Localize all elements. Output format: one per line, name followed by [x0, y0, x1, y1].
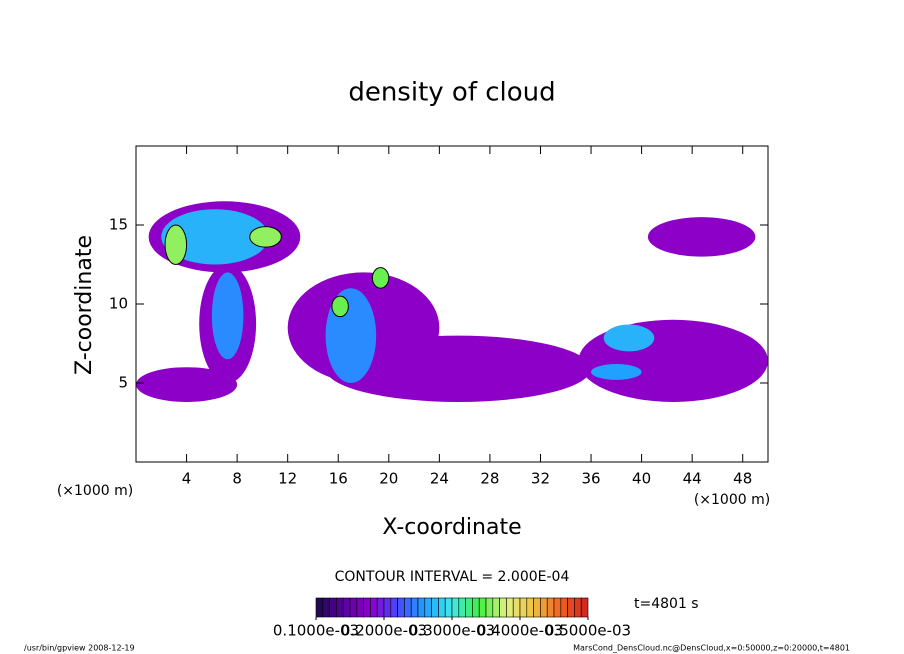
field — [136, 201, 768, 402]
colorbar-label: 0.2000e-03 — [341, 622, 427, 640]
cloud-cell — [211, 272, 244, 360]
colorbar-swatch — [506, 597, 514, 618]
x-tick-label: 40 — [632, 470, 651, 488]
colorbar-swatch — [478, 597, 487, 618]
colorbar-label: 0.3000e-03 — [409, 622, 495, 640]
colorbar-swatch — [512, 597, 521, 618]
colorbar-swatch — [336, 597, 344, 618]
x-tick-label: 28 — [480, 470, 499, 488]
x-tick-label: 32 — [531, 470, 550, 488]
colorbar-swatch — [363, 597, 371, 618]
cloud-cell — [136, 367, 238, 402]
colorbar-swatch — [472, 597, 480, 618]
colorbar-swatch — [424, 597, 432, 618]
colorbar-swatch — [438, 597, 446, 618]
colorbar-swatch — [349, 597, 358, 618]
colorbar-swatch — [580, 597, 589, 618]
colorbar-swatch — [410, 597, 419, 618]
colorbar-swatch — [560, 597, 568, 618]
x-tick-label: 48 — [733, 470, 752, 488]
footer-left: /usr/bin/gpview 2008-12-19 — [24, 644, 135, 653]
colorbar-swatch — [431, 597, 439, 618]
colorbar-swatch — [574, 597, 582, 618]
cloud-cell — [647, 217, 756, 257]
colorbar-swatch — [492, 597, 500, 618]
cloud-cell — [161, 209, 269, 265]
footer-right: MarsCond_DensCloud.nc@DensCloud,x=0:5000… — [573, 644, 850, 653]
time-label: t=4801 s — [634, 596, 699, 612]
colorbar-swatch — [546, 597, 555, 618]
contour-interval: CONTOUR INTERVAL = 2.000E-04 — [335, 569, 570, 585]
x-tick-label: 36 — [581, 470, 600, 488]
cloud-cell — [591, 364, 642, 380]
colorbar-swatch — [397, 597, 405, 618]
cloud-cell — [603, 324, 655, 352]
cloud-cell — [371, 267, 390, 289]
colorbar-swatch — [315, 597, 324, 618]
x-axis-label: X-coordinate — [382, 515, 521, 540]
colorbar-swatch — [342, 597, 351, 618]
cloud-cell — [331, 295, 349, 318]
colorbar-swatch — [485, 597, 494, 618]
y-tick-label: 15 — [109, 216, 128, 234]
colorbar-label: 0.1000e-03 — [273, 622, 359, 640]
x-tick-label: 4 — [182, 470, 192, 488]
colorbar-label: 0.4000e-03 — [477, 622, 563, 640]
colorbar-swatch — [444, 597, 453, 618]
colorbar-swatch — [458, 597, 466, 618]
colorbar-swatch — [322, 597, 330, 618]
colorbar-swatch — [370, 597, 378, 618]
colorbar-swatch — [519, 597, 528, 618]
colorbar-swatch — [404, 597, 412, 618]
colorbar-swatch — [567, 597, 575, 618]
x-tick-label: 16 — [329, 470, 348, 488]
chart-title: density of cloud — [348, 78, 555, 108]
cloud-cell — [249, 226, 282, 248]
colorbar-swatch — [451, 597, 460, 618]
cloud-cell — [325, 335, 592, 402]
y-tick-label: 10 — [109, 295, 128, 313]
colorbar-swatch — [526, 597, 534, 618]
colorbar-swatch — [417, 597, 426, 618]
colorbar-swatch — [553, 597, 562, 618]
x-tick-label: 24 — [430, 470, 449, 488]
colorbar-swatch — [499, 597, 507, 618]
y-unit: (×1000 m) — [57, 483, 133, 499]
colorbar-swatch — [329, 597, 337, 618]
x-tick-label: 20 — [379, 470, 398, 488]
colorbar-label: 0.5000e-03 — [545, 622, 631, 640]
colorbar-swatch — [376, 597, 385, 618]
cloud-cell — [164, 224, 188, 265]
colorbar-swatch — [465, 597, 473, 618]
x-tick-label: 8 — [232, 470, 242, 488]
x-tick-label: 12 — [278, 470, 297, 488]
y-axis-label: Z-coordinate — [72, 235, 97, 375]
colorbar-swatch — [356, 597, 364, 618]
colorbar-swatch — [533, 597, 541, 618]
y-tick-label: 5 — [118, 374, 128, 392]
colorbar-swatch — [390, 597, 398, 618]
colorbar-swatch — [383, 597, 392, 618]
x-tick-label: 44 — [683, 470, 702, 488]
colorbar-swatch — [540, 597, 548, 618]
x-unit: (×1000 m) — [694, 492, 770, 508]
